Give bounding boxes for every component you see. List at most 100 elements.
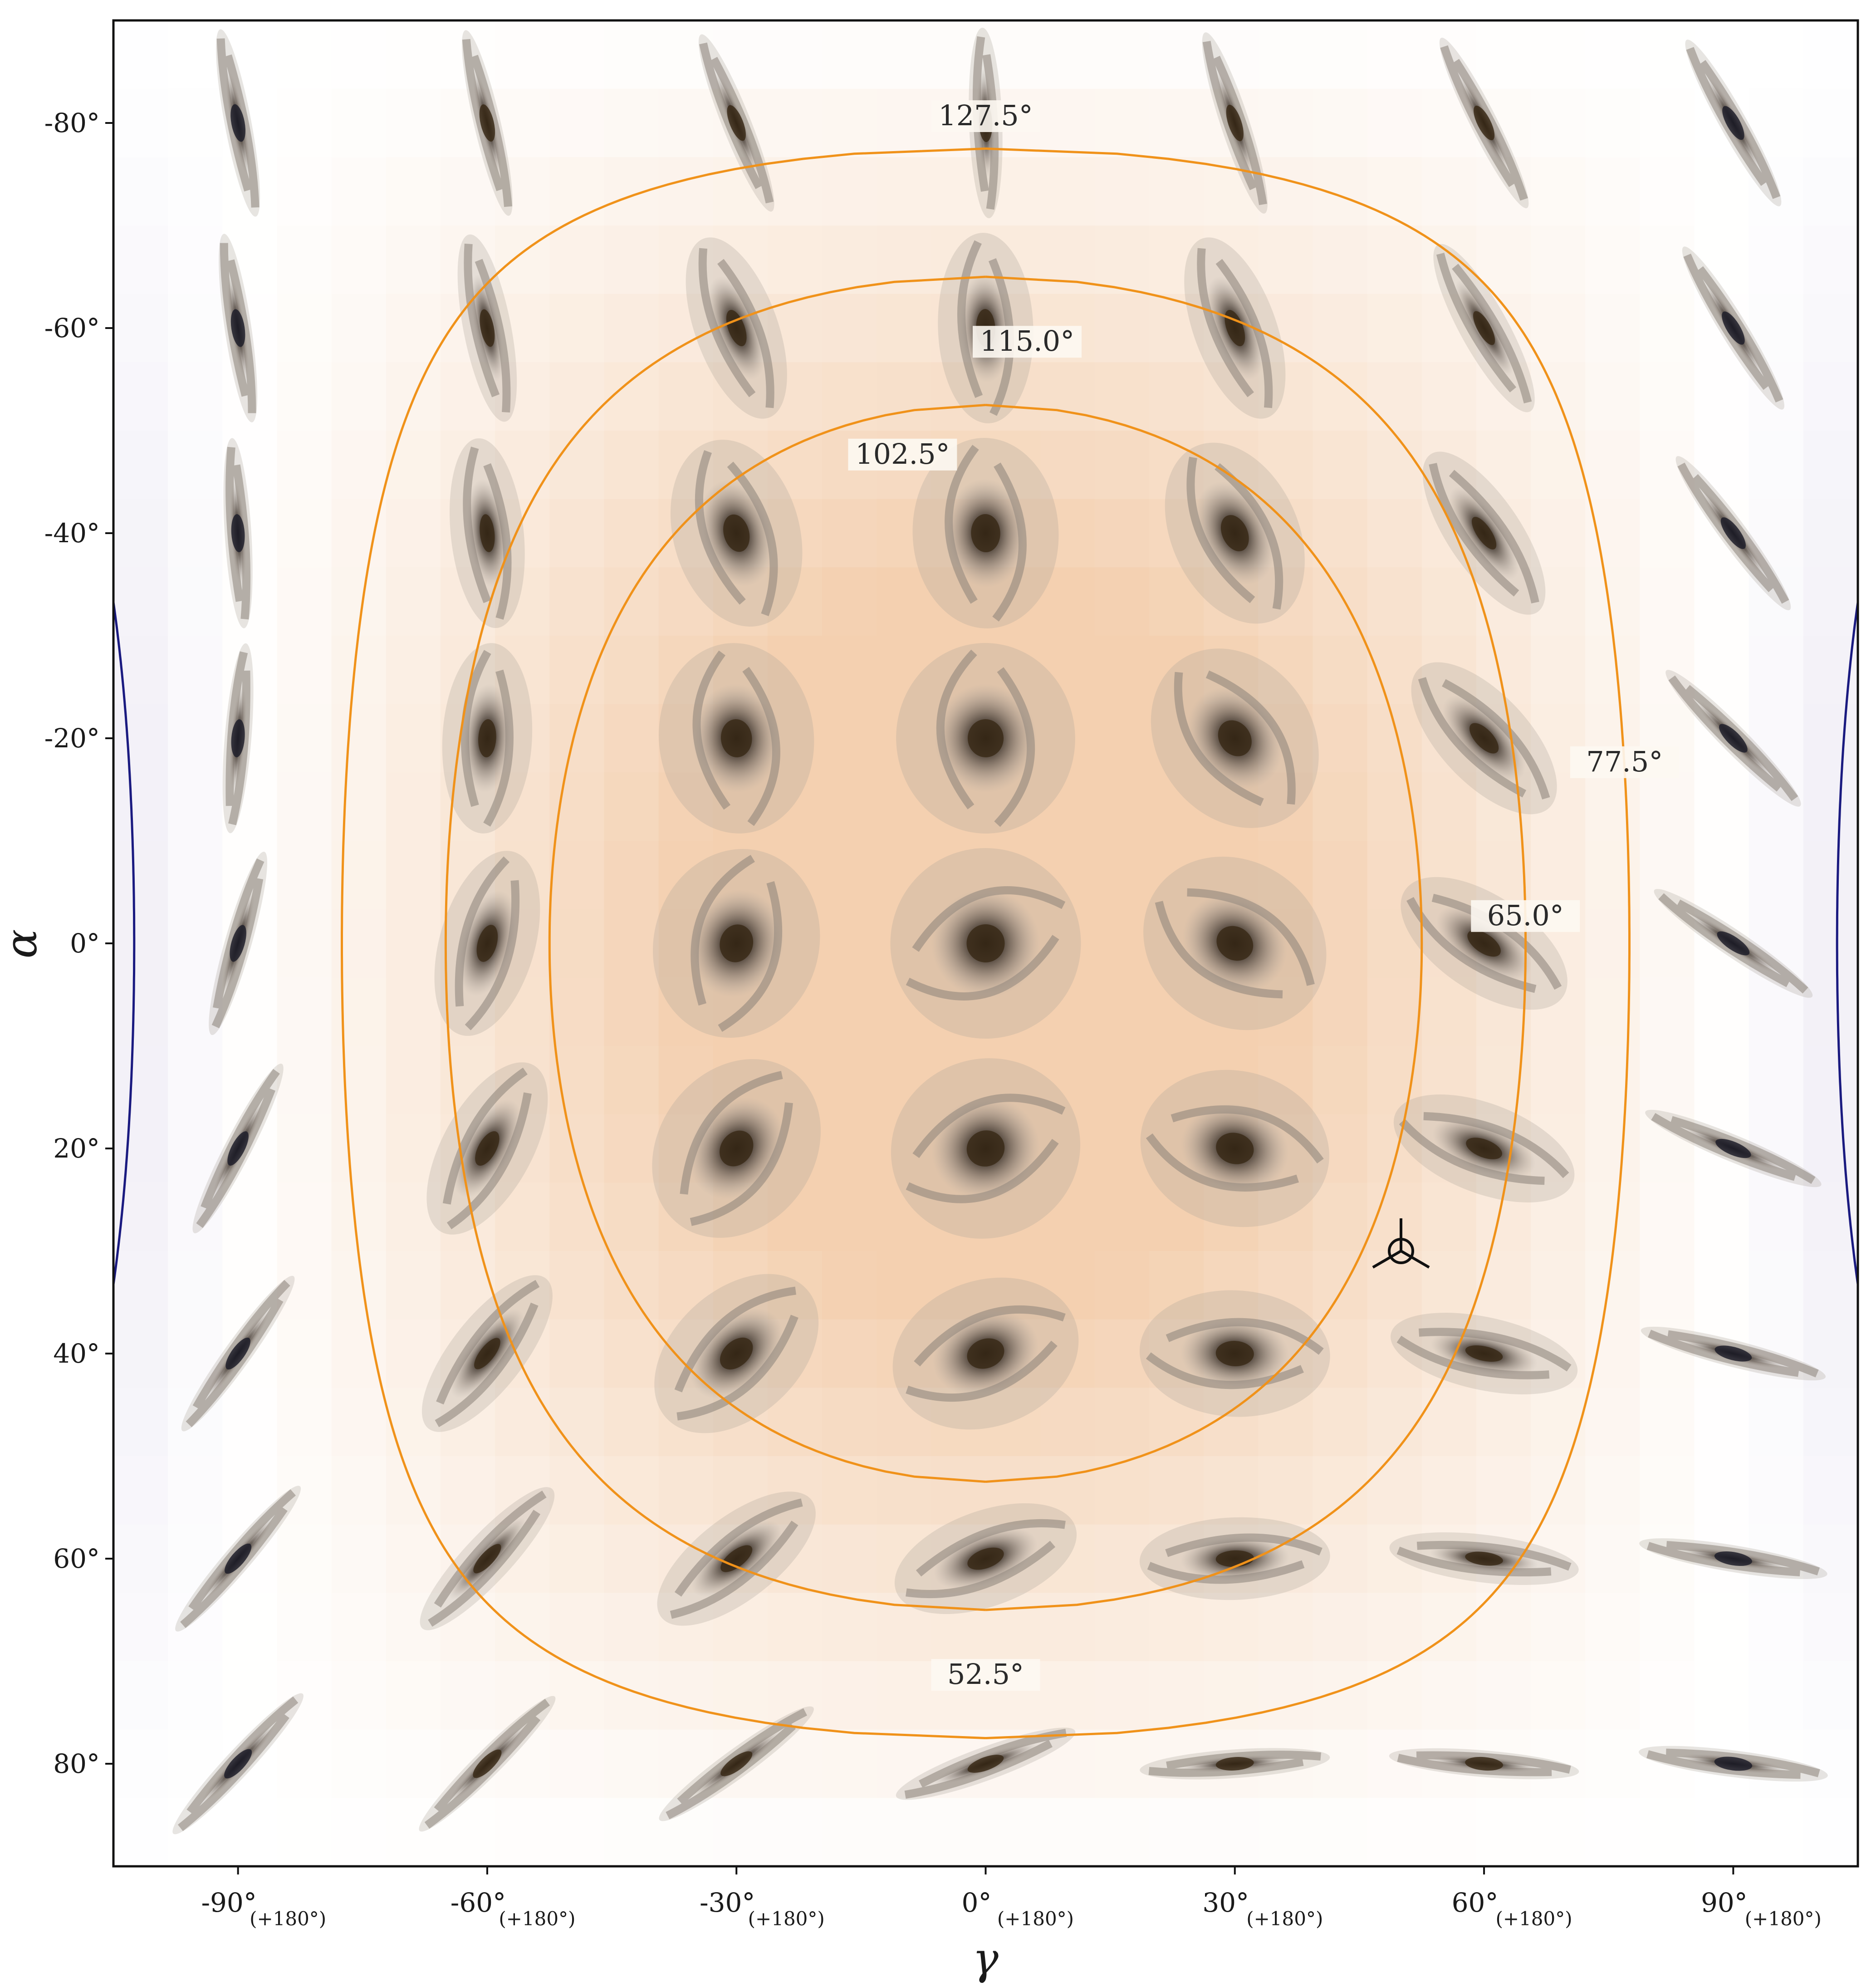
heatmap-cell [549,362,605,431]
heatmap-cell [440,1251,496,1320]
heatmap-cell [1640,977,1695,1046]
heatmap-cell [1803,294,1858,363]
heatmap-cell [1204,1456,1259,1525]
heatmap-cell [767,1251,823,1320]
heatmap-cell [113,226,169,294]
heatmap-cell [822,1388,877,1457]
heatmap-cell [331,362,387,431]
y-tick-label: 20° [53,1133,100,1164]
heatmap-cell [822,20,877,89]
heatmap-cell [277,772,332,841]
heatmap-cell [1531,226,1586,294]
galaxy-thumbnail [1389,1532,1579,1585]
y-tick-label: 60° [53,1543,100,1574]
heatmap-cell [331,1798,387,1866]
heatmap-cell [331,1593,387,1662]
marker-stroke [1372,1250,1402,1269]
heatmap-cell [1803,1729,1858,1799]
heatmap-cell [1313,636,1368,705]
heatmap-cell [331,841,387,910]
heatmap-cell [877,1046,932,1115]
heatmap-cell [168,294,223,363]
galaxy-core [1722,106,1744,140]
heatmap-cell [1749,1388,1804,1457]
heatmap-cell [1258,226,1313,294]
galaxy-thumbnail [1393,1094,1575,1202]
heatmap-cell [549,1456,605,1525]
heatmap-cell [277,1456,332,1525]
heatmap-cell [1476,1456,1532,1525]
heatmap-cell [822,704,877,773]
heatmap-cell [386,499,441,568]
heatmap-cell [1367,226,1422,294]
galaxy-core [720,1545,753,1572]
galaxy-core [1467,930,1501,957]
heatmap-cell [386,1319,441,1388]
heatmap-cell [1585,841,1641,910]
heatmap-cell [767,1798,823,1866]
heatmap-cell [1313,1524,1368,1594]
heatmap-cell [386,431,441,500]
heatmap-cell [1258,88,1313,158]
heatmap-cell [822,294,877,363]
heatmap-cell [1694,157,1749,226]
heatmap-cell [822,1661,877,1730]
heatmap-cell [1803,1524,1858,1594]
heatmap-cell [1421,1593,1477,1662]
heatmap-cell [1421,1388,1477,1457]
heatmap-cell [1421,1661,1477,1730]
heatmap-cell [549,1046,605,1115]
heatmap-cell [1040,20,1095,89]
heatmap-cell [1694,1593,1749,1662]
heatmap-cell [549,431,605,500]
heatmap-cell [168,157,223,226]
heatmap-cell [495,977,550,1046]
heatmap-cell [168,841,223,910]
heatmap-cell [440,1456,496,1525]
heatmap-cell [1204,1593,1259,1662]
heatmap-cell [1094,1593,1150,1662]
heatmap-cell [1094,841,1150,910]
heatmap-cell [549,567,605,636]
heatmap-cell [1476,1661,1532,1730]
heatmap-cell [1476,20,1532,89]
heatmap-cell [1476,1251,1532,1320]
contour-lines [113,147,1858,1739]
x-tick-sublabel: (+180°) [1745,1908,1822,1930]
heatmap-cell [1094,567,1150,636]
heatmap-cell [1585,20,1641,89]
heatmap-cell [277,88,332,158]
heatmap-cell [658,567,714,636]
heatmap-cell [1640,567,1695,636]
contour-label-bg [1570,746,1679,778]
x-tick-sublabel: (+180°) [499,1908,575,1930]
heatmap-cell [1040,977,1095,1046]
galaxy-thumbnail [1682,246,1784,410]
galaxy-thumbnail [1422,451,1546,615]
heatmap-cell [440,157,496,226]
heatmap-cell [113,1593,169,1662]
heatmap-cell [386,1046,441,1115]
galaxy-core [230,104,246,142]
contour-line [341,147,986,1739]
heatmap-cell [1313,1251,1368,1320]
heatmap-cell [877,704,932,773]
heatmap-cell [1258,1251,1313,1320]
heatmap-cell [1367,704,1422,773]
heatmap-cell [1367,1798,1422,1866]
heatmap-cell [1040,1661,1095,1730]
galaxy-thumbnail [1639,1538,1827,1579]
heatmap-cell [1313,431,1368,500]
heatmap-cell [604,1661,659,1730]
heatmap-cell [877,362,932,431]
heatmap-cell [1040,1182,1095,1251]
heatmap-cell [549,88,605,158]
heatmap-cell [1258,1046,1313,1115]
heatmap-cell [1640,1251,1695,1320]
galaxy-core [1717,931,1750,956]
heatmap-cell [277,362,332,431]
galaxy-core [225,1337,250,1370]
heatmap-cell [604,1046,659,1115]
heatmap-cell [767,362,823,431]
heatmap-cell [549,157,605,226]
